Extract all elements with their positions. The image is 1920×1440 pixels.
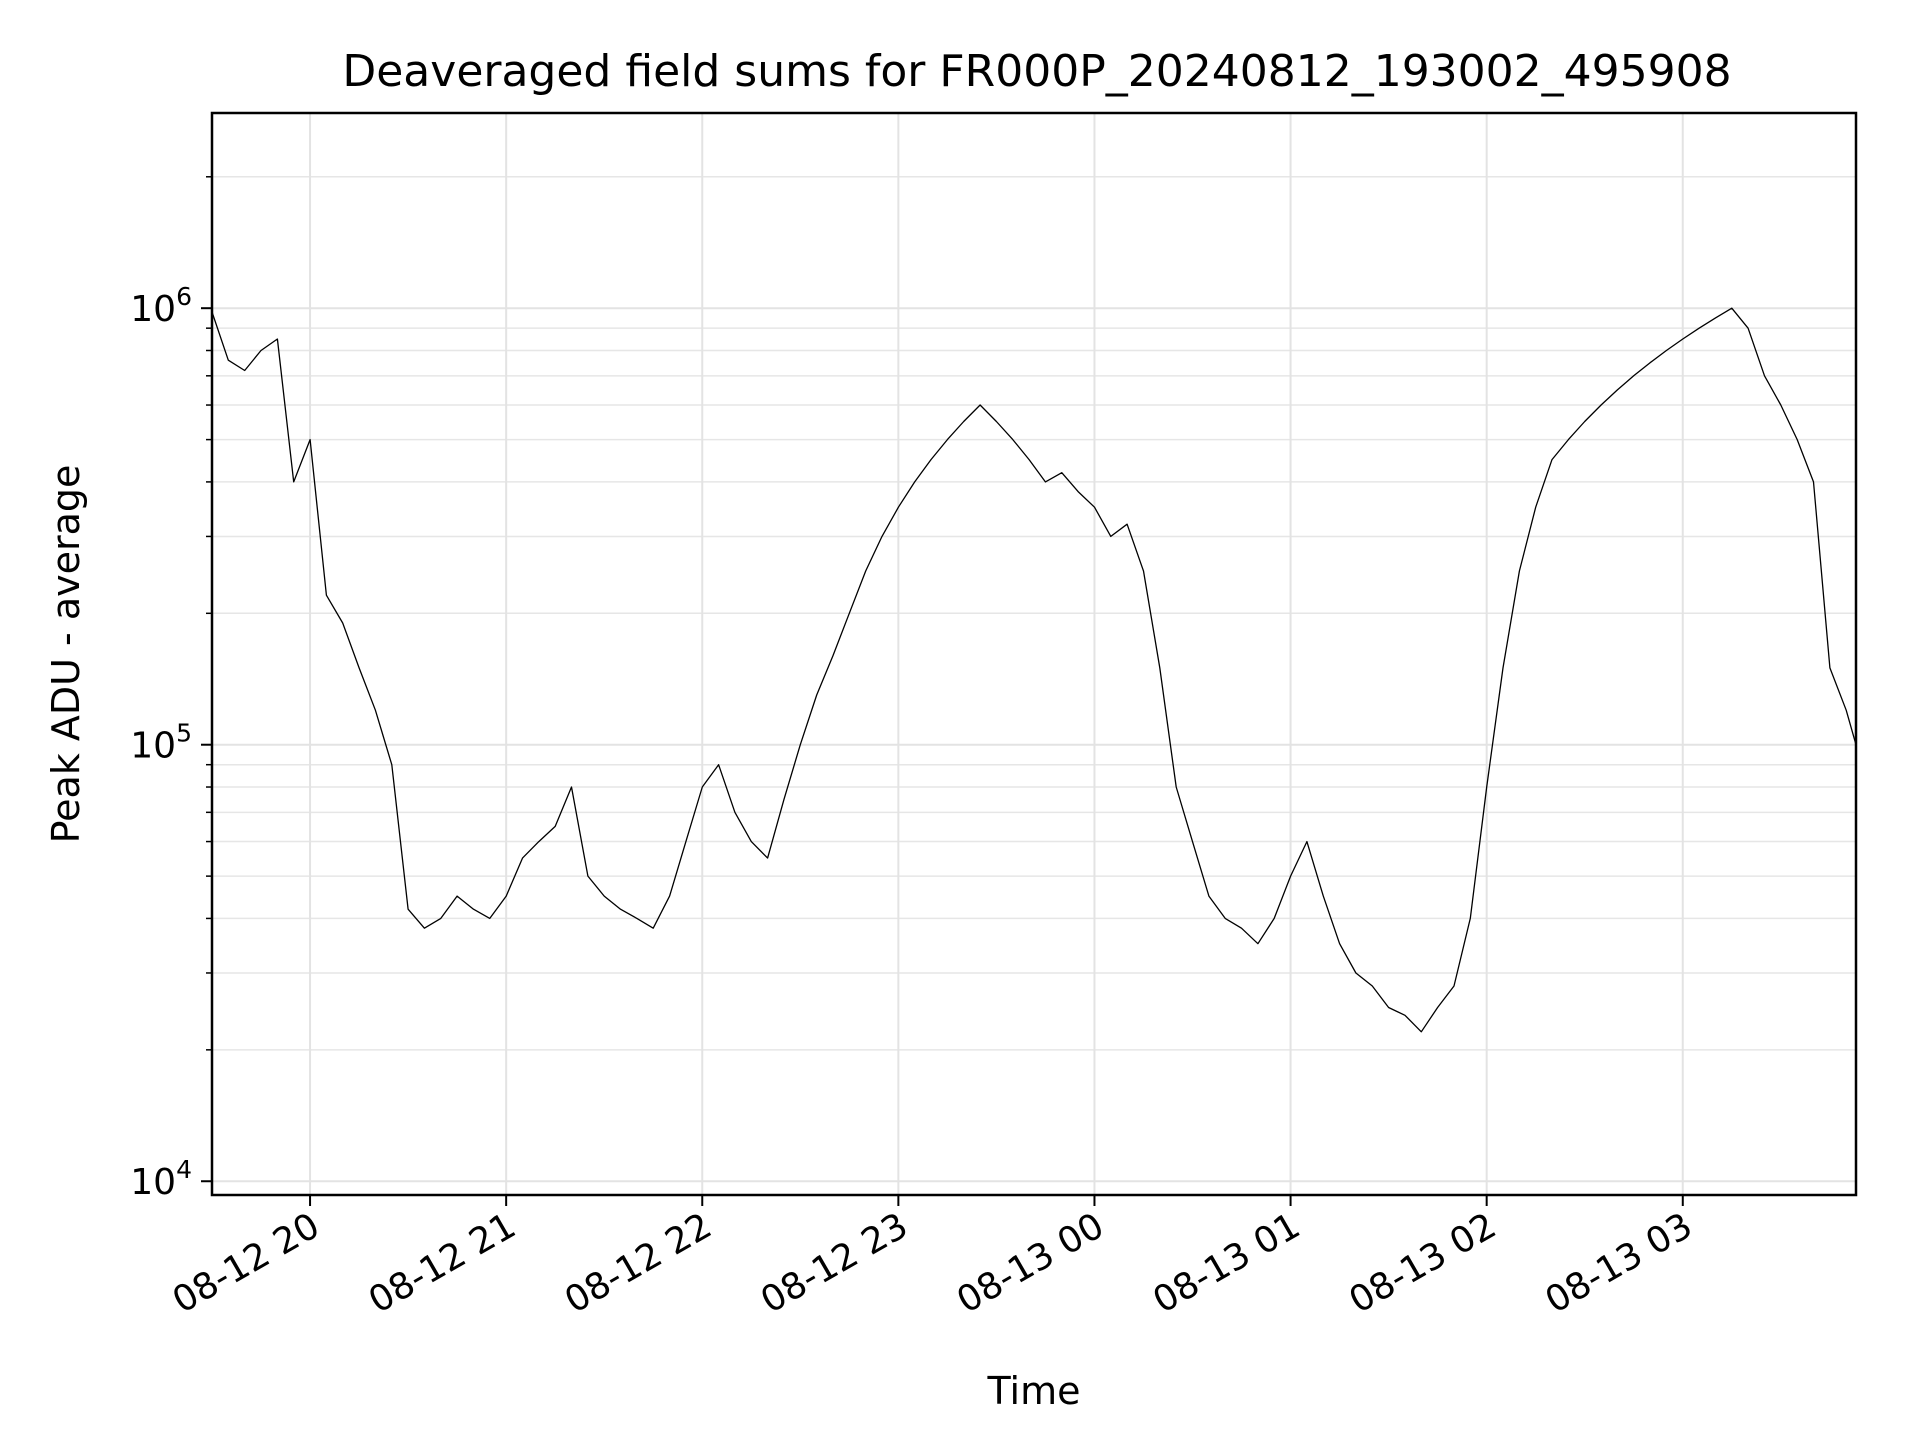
x-tick-label: 08-13 03 — [1539, 1205, 1700, 1321]
series-line — [211, 307, 1857, 1033]
y-tick-label: 105 — [130, 719, 192, 767]
x-axis-label: Time — [987, 1369, 1081, 1413]
y-axis-label: Peak ADU - average — [44, 465, 88, 844]
plot-area — [211, 307, 1857, 1033]
x-tick-label: 08-13 00 — [950, 1205, 1111, 1321]
y-tick-label: 106 — [130, 282, 192, 330]
x-tick-label: 08-12 21 — [362, 1205, 523, 1321]
x-tick-label: 08-13 02 — [1342, 1205, 1503, 1321]
x-tick-label: 08-13 01 — [1146, 1205, 1307, 1321]
x-tick-label: 08-12 22 — [558, 1205, 719, 1321]
x-tick-label: 08-12 23 — [754, 1205, 915, 1321]
chart-title: Deaveraged field sums for FR000P_2024081… — [342, 46, 1731, 97]
plot-frame — [210, 111, 1858, 1197]
grid-lines — [212, 113, 1856, 1195]
x-axis: 08-12 20 08-12 21 08-12 22 08-12 23 08-13 00… — [166, 1195, 1699, 1322]
y-axis: 104 105 106 — [130, 176, 212, 1203]
x-tick-label: 08-12 20 — [166, 1205, 327, 1321]
y-tick-label: 104 — [130, 1155, 192, 1203]
